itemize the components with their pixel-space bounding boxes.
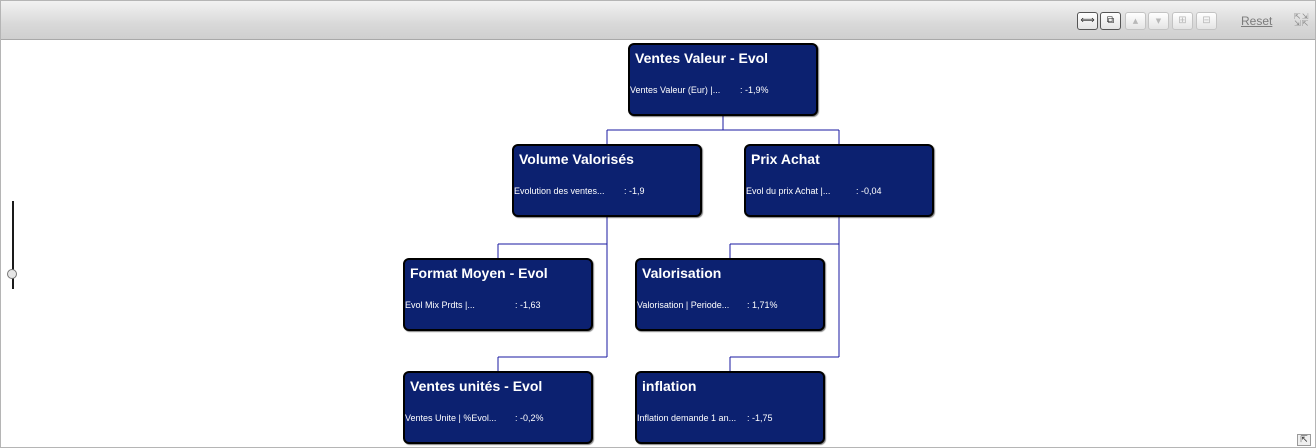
node-measure-value: : -1,9: [624, 186, 645, 196]
node-volume-valorises[interactable]: Volume Valorisés Evolution des ventes...…: [512, 144, 702, 217]
node-title: Ventes unités - Evol: [410, 378, 543, 394]
node-format-moyen[interactable]: Format Moyen - Evol Evol Mix Prdts |... …: [403, 258, 593, 331]
node-title: Valorisation: [642, 265, 722, 281]
expand-node-button[interactable]: ⊞: [1172, 12, 1193, 30]
node-measure-label: Inflation demande 1 an...: [637, 413, 737, 423]
connector-root: [606, 116, 840, 144]
node-title: Ventes Valeur - Evol: [635, 50, 769, 66]
connector-volume: [497, 216, 608, 371]
move-up-button[interactable]: ▲: [1125, 12, 1146, 30]
collapse-node-button[interactable]: ⊟: [1196, 12, 1217, 30]
node-measure-value: : -0,2%: [515, 413, 544, 423]
node-title: inflation: [642, 378, 697, 394]
move-up-icon: ▲: [1132, 16, 1139, 25]
reset-link[interactable]: Reset: [1241, 14, 1273, 28]
node-title: Volume Valorisés: [519, 151, 634, 167]
node-title: Prix Achat: [751, 151, 820, 167]
node-measure-label: Ventes Valeur (Eur) |...: [630, 85, 721, 95]
collapse-all-icon: ⧉: [1106, 15, 1115, 26]
node-valorisation[interactable]: Valorisation Valorisation | Periode... :…: [635, 258, 825, 331]
move-down-icon: ▼: [1155, 16, 1162, 25]
node-measure-label: Evol du prix Achat |...: [746, 186, 831, 196]
node-measure-value: : -1,63: [515, 300, 541, 310]
node-measure-label: Evol Mix Prdts |...: [405, 300, 475, 310]
move-down-button[interactable]: ▼: [1148, 12, 1169, 30]
expand-arrows-icon[interactable]: ⇱⇲ ⇲⇱: [1294, 12, 1310, 28]
node-ventes-valeur[interactable]: Ventes Valeur - Evol Ventes Valeur (Eur)…: [628, 43, 818, 116]
collapse-all-button[interactable]: ⧉: [1100, 12, 1121, 30]
node-measure-label: Ventes Unite | %Evol...: [405, 413, 497, 423]
fit-to-window-icon: ⟺: [1080, 15, 1095, 26]
collapse-node-icon: ⊟: [1202, 15, 1211, 26]
node-measure-value: : -0,04: [856, 186, 882, 196]
node-measure-value: : -1,75: [747, 413, 773, 423]
arrow-up-left-icon[interactable]: ⇱: [1297, 434, 1311, 446]
node-ventes-unites[interactable]: Ventes unités - Evol Ventes Unite | %Evo…: [403, 371, 593, 444]
node-title: Format Moyen - Evol: [410, 265, 548, 281]
fit-to-window-button[interactable]: ⟺: [1077, 12, 1098, 30]
zoom-slider-track[interactable]: [12, 201, 14, 289]
node-measure-value: : -1,9%: [740, 85, 769, 95]
toolbar: ⟺ ⧉ ▲ ▼ ⊞ ⊟ Reset ⇱⇲ ⇲⇱: [1, 1, 1315, 40]
node-measure-label: Evolution des ventes...: [514, 186, 605, 196]
zoom-slider-handle[interactable]: [7, 269, 17, 280]
node-measure-value: : 1,71%: [747, 300, 778, 310]
node-measure-label: Valorisation | Periode...: [637, 300, 730, 310]
node-inflation[interactable]: inflation Inflation demande 1 an... : -1…: [635, 371, 825, 444]
node-prix-achat[interactable]: Prix Achat Evol du prix Achat |... : -0,…: [744, 144, 934, 217]
expand-node-icon: ⊞: [1178, 15, 1187, 26]
connector-prix: [729, 216, 840, 371]
